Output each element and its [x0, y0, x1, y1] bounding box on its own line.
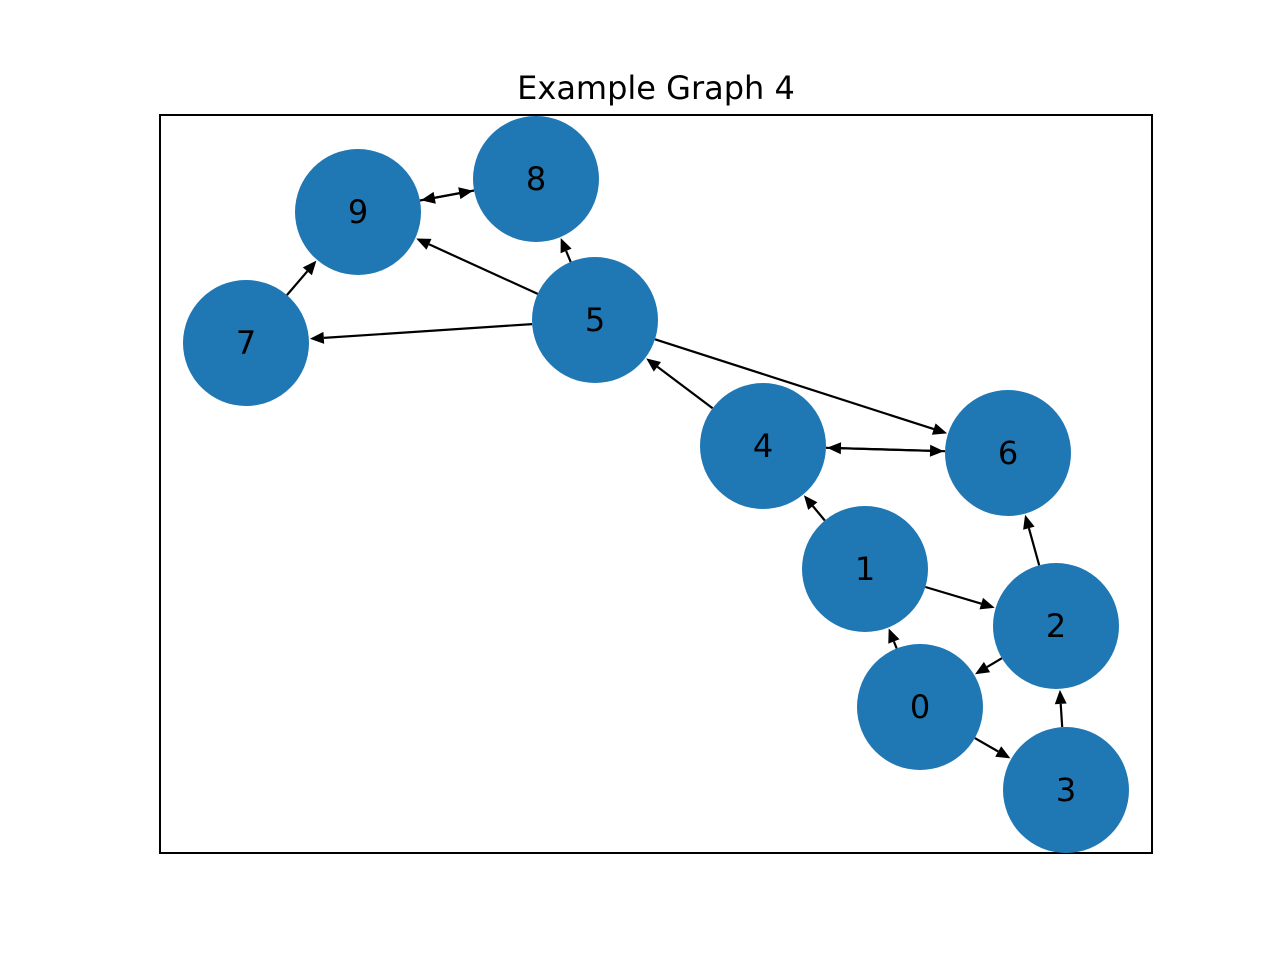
node-label: 2 [1046, 607, 1066, 645]
arrow-head-icon [827, 442, 842, 455]
node-label: 0 [910, 688, 930, 726]
edge-5-to-6 [654, 338, 948, 435]
edge-2-to-0 [975, 657, 1003, 675]
arrow-head-icon [803, 495, 818, 510]
node-label: 5 [585, 301, 605, 339]
node-label: 8 [526, 160, 546, 198]
edge-line [811, 505, 826, 522]
node-label: 1 [855, 550, 875, 588]
node-label: 9 [348, 193, 368, 231]
arrow-head-icon [416, 238, 432, 250]
node-label: 6 [998, 434, 1018, 472]
edge-line [286, 270, 309, 296]
arrow-head-icon [888, 628, 900, 644]
node-label: 4 [753, 427, 773, 465]
arrow-head-icon [420, 191, 436, 204]
node-9: 9 [295, 149, 421, 275]
edge-line [974, 737, 999, 753]
edge-line [1059, 703, 1064, 728]
node-5: 5 [532, 257, 658, 383]
edge-line [840, 447, 946, 453]
arrow-head-icon [309, 331, 325, 344]
arrow-head-icon [458, 187, 474, 200]
node-label: 7 [236, 324, 256, 362]
node-circle [945, 390, 1071, 516]
edge-line [925, 585, 982, 605]
arrow-head-icon [931, 423, 948, 435]
node-0: 0 [857, 644, 983, 770]
edge-line [428, 243, 539, 295]
edges-layer [286, 187, 1067, 759]
nodes-layer: 0 1 2 3 4 5 6 7 8 9 [183, 116, 1129, 853]
edge-5-to-8 [560, 238, 572, 263]
edge-line [654, 338, 935, 431]
node-circle [295, 149, 421, 275]
arrow-head-icon [646, 358, 661, 372]
edge-line [323, 323, 533, 339]
arrow-head-icon [1023, 514, 1035, 530]
arrow-head-icon [995, 746, 1011, 759]
edge-line [892, 641, 898, 649]
node-6: 6 [945, 390, 1071, 516]
edge-1-to-4 [803, 495, 826, 522]
edge-line [656, 365, 714, 410]
node-circle [802, 506, 928, 632]
edge-line [1027, 527, 1041, 566]
plot-frame [159, 114, 1153, 854]
node-8: 8 [473, 116, 599, 242]
arrow-head-icon [1054, 689, 1067, 705]
edge-1-to-2 [925, 585, 995, 610]
node-circle [473, 116, 599, 242]
edge-9-to-8 [419, 187, 474, 202]
node-2: 2 [993, 563, 1119, 689]
node-circle [532, 257, 658, 383]
edge-5-to-7 [309, 323, 533, 344]
node-circle [183, 280, 309, 406]
arrow-head-icon [302, 260, 317, 276]
node-7: 7 [183, 280, 309, 406]
node-circle [993, 563, 1119, 689]
edge-3-to-2 [1054, 689, 1067, 728]
node-circle [1003, 727, 1129, 853]
edge-4-to-5 [646, 358, 714, 410]
edge-7-to-9 [286, 260, 317, 296]
arrow-head-icon [979, 597, 995, 610]
edge-6-to-4 [827, 442, 946, 455]
arrow-head-icon [560, 238, 572, 254]
node-circle [700, 383, 826, 509]
graph-title: Example Graph 4 [517, 69, 795, 107]
node-3: 3 [1003, 727, 1129, 853]
edge-5-to-9 [416, 238, 539, 295]
edge-line [419, 192, 460, 202]
edge-0-to-1 [888, 628, 900, 649]
edge-line [986, 657, 1003, 669]
node-circle [857, 644, 983, 770]
edge-0-to-3 [974, 737, 1011, 759]
node-4: 4 [700, 383, 826, 509]
arrow-head-icon [975, 661, 991, 675]
node-1: 1 [802, 506, 928, 632]
edge-2-to-6 [1023, 514, 1041, 566]
node-label: 3 [1056, 771, 1076, 809]
edge-line [565, 250, 572, 263]
